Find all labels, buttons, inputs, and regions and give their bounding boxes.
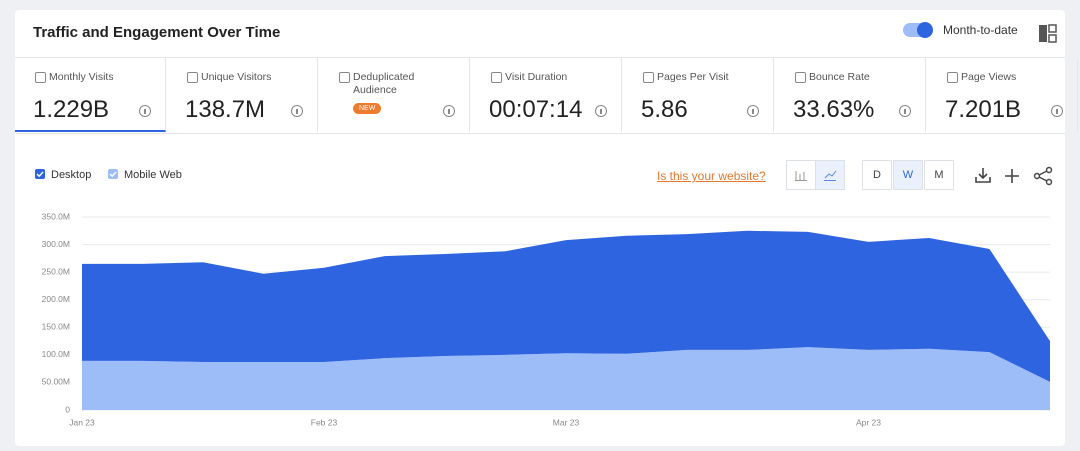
- metric-icon: [187, 72, 198, 83]
- metric-label: Bounce Rate: [809, 71, 870, 83]
- metric-value: 1.229B: [33, 96, 110, 123]
- info-icon[interactable]: [139, 105, 151, 117]
- metric-value: 138.7M: [185, 96, 266, 123]
- metric-icon: [795, 72, 806, 83]
- metric-icon: [339, 72, 350, 83]
- metric-tile[interactable]: Page Views 7.201B: [927, 58, 1078, 132]
- metric-icon: [643, 72, 654, 83]
- download-icon[interactable]: [975, 168, 991, 183]
- metric-value: 33.63%: [793, 96, 875, 123]
- y-tick-label: 100.0M: [42, 349, 70, 359]
- new-badge: NEW: [353, 103, 382, 114]
- granularity-button[interactable]: D: [862, 160, 892, 190]
- x-tick-label: Feb 23: [311, 417, 338, 427]
- legend-checkbox: [35, 169, 45, 179]
- legend-label: Mobile Web: [124, 169, 182, 181]
- add-icon[interactable]: [1005, 169, 1019, 183]
- y-tick-label: 350.0M: [42, 211, 70, 221]
- info-icon[interactable]: [595, 105, 607, 117]
- layout-icon[interactable]: [1038, 24, 1058, 44]
- metric-label: Page Views: [961, 71, 1017, 83]
- y-tick-label: 0: [65, 404, 70, 414]
- x-tick-label: Jan 23: [69, 417, 95, 427]
- metric-tile[interactable]: Monthly Visits 1.229B: [15, 58, 166, 132]
- info-icon[interactable]: [899, 105, 911, 117]
- legend-checkbox: [108, 169, 118, 179]
- line-chart-button[interactable]: [815, 160, 845, 190]
- info-icon[interactable]: [1051, 105, 1063, 117]
- metric-label: Unique Visitors: [201, 71, 272, 83]
- actions: [975, 166, 1053, 186]
- granularity-button[interactable]: M: [924, 160, 954, 190]
- x-tick-label: Apr 23: [856, 417, 881, 427]
- metric-value: 5.86: [641, 96, 688, 123]
- metric-tile[interactable]: Pages Per Visit 5.86: [623, 58, 774, 132]
- y-tick-label: 300.0M: [42, 239, 70, 249]
- y-tick-label: 50.00M: [42, 377, 70, 387]
- y-tick-label: 200.0M: [42, 294, 70, 304]
- metric-label: Monthly Visits: [49, 71, 114, 83]
- claim-link[interactable]: Is this your website?: [657, 169, 766, 183]
- info-icon[interactable]: [291, 105, 303, 117]
- y-tick-label: 250.0M: [42, 266, 70, 276]
- metric-tile[interactable]: Visit Duration 00:07:14: [471, 58, 622, 132]
- metric-label: Deduplicated Audience: [353, 71, 415, 96]
- metric-value: 00:07:14: [489, 96, 583, 123]
- y-tick-label: 150.0M: [42, 322, 70, 332]
- metric-label: Pages Per Visit: [657, 71, 729, 83]
- metric-tile[interactable]: Bounce Rate 33.63%: [775, 58, 926, 132]
- granularity-button[interactable]: W: [893, 160, 923, 190]
- metric-tile[interactable]: Unique Visitors 138.7M: [167, 58, 318, 132]
- metric-icon: [947, 72, 958, 83]
- x-tick-label: Mar 23: [553, 417, 580, 427]
- bar-chart-button[interactable]: [786, 160, 816, 190]
- toggle-label: Month-to-date: [943, 23, 1018, 37]
- area: [82, 347, 1050, 410]
- metric-icon: [35, 72, 46, 83]
- metric-icon: [491, 72, 502, 83]
- share-icon[interactable]: [1033, 166, 1053, 186]
- info-icon[interactable]: [443, 105, 455, 117]
- metric-tile[interactable]: Deduplicated Audience NEW: [319, 58, 470, 132]
- panel-title: Traffic and Engagement Over Time: [33, 24, 281, 41]
- divider: [15, 57, 1065, 58]
- area: [82, 230, 1050, 382]
- metric-label: Visit Duration: [505, 71, 568, 83]
- metric-value: 7.201B: [945, 96, 1022, 123]
- legend-label: Desktop: [51, 169, 92, 181]
- toggle[interactable]: [903, 22, 933, 38]
- divider: [15, 133, 1065, 134]
- legend-item[interactable]: Desktop: [35, 169, 91, 181]
- info-icon[interactable]: [747, 105, 759, 117]
- legend-item[interactable]: Mobile Web: [108, 169, 182, 181]
